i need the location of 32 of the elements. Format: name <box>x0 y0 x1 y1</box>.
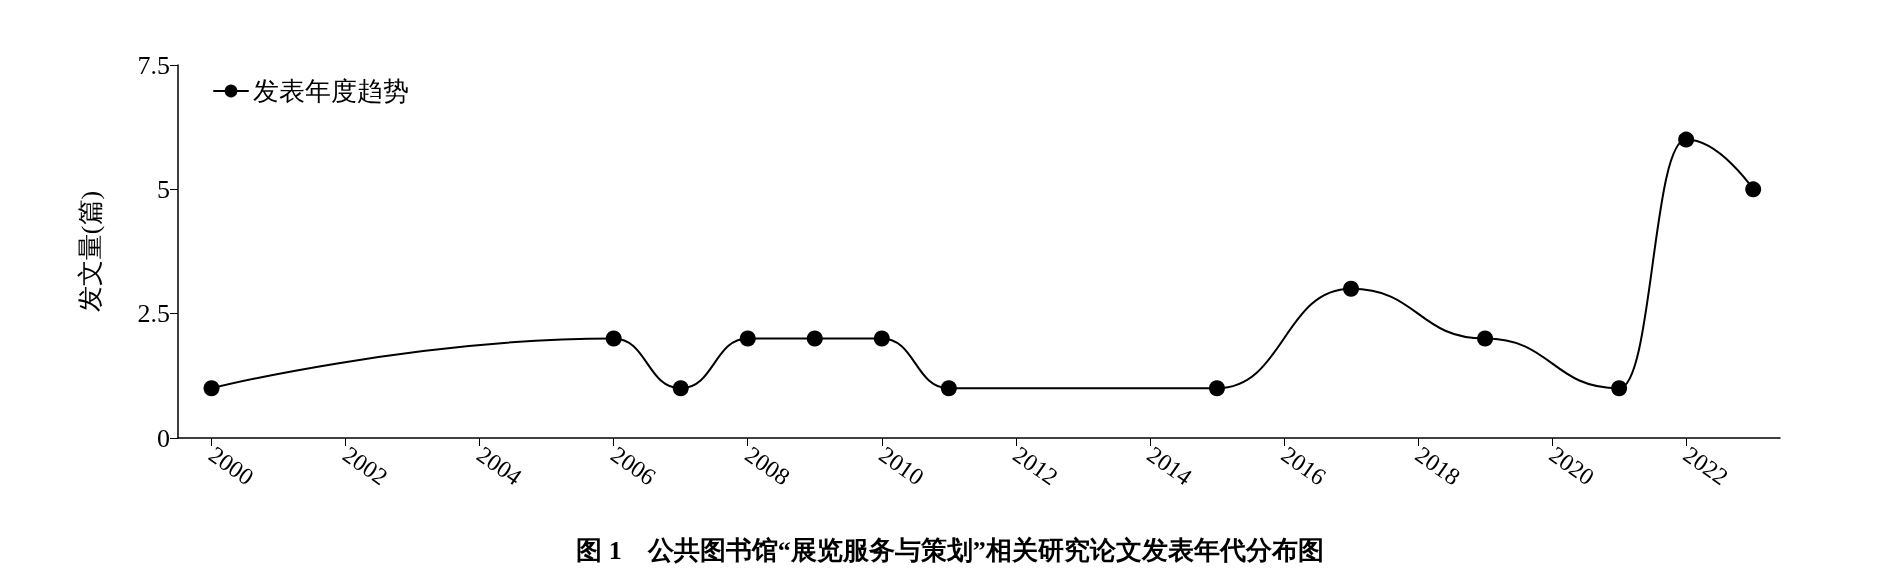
y-axis-title: 发文量(篇) <box>75 190 105 313</box>
x-tick-label: 2004 <box>472 441 527 491</box>
point <box>203 380 220 397</box>
legend-label: 发表年度趋势 <box>253 76 409 106</box>
x-tick-label: 2002 <box>338 441 393 491</box>
y-tick-label: 0 <box>157 423 170 453</box>
point <box>1477 330 1494 347</box>
x-tick-label: 2014 <box>1142 441 1197 491</box>
x-tick-label: 2008 <box>740 441 795 491</box>
y-tick-label: 7.5 <box>137 50 170 80</box>
point <box>1343 280 1360 297</box>
x-tick-label: 2020 <box>1544 441 1599 491</box>
x-tick-label: 2000 <box>204 441 259 491</box>
x-tick-label: 2016 <box>1276 441 1331 491</box>
point <box>806 330 823 347</box>
x-tick-label: 2012 <box>1008 441 1063 491</box>
y-tick-label: 5 <box>157 174 170 204</box>
x-tick-label: 2022 <box>1678 441 1733 491</box>
point <box>873 330 890 347</box>
point <box>1611 380 1628 397</box>
x-tick-label: 2018 <box>1410 441 1465 491</box>
point <box>1745 181 1762 198</box>
point <box>1208 380 1225 397</box>
x-tick-label: 2006 <box>606 441 661 491</box>
point <box>605 330 622 347</box>
point <box>940 380 957 397</box>
text: 图 1 公共图书馆“展览服务与策划”相关研究论文发表年代分布图 <box>576 535 1324 565</box>
point <box>672 380 689 397</box>
point <box>739 330 756 347</box>
point <box>1678 131 1695 148</box>
y-tick-label: 2.5 <box>137 299 170 329</box>
x-tick-label: 2010 <box>874 441 929 491</box>
